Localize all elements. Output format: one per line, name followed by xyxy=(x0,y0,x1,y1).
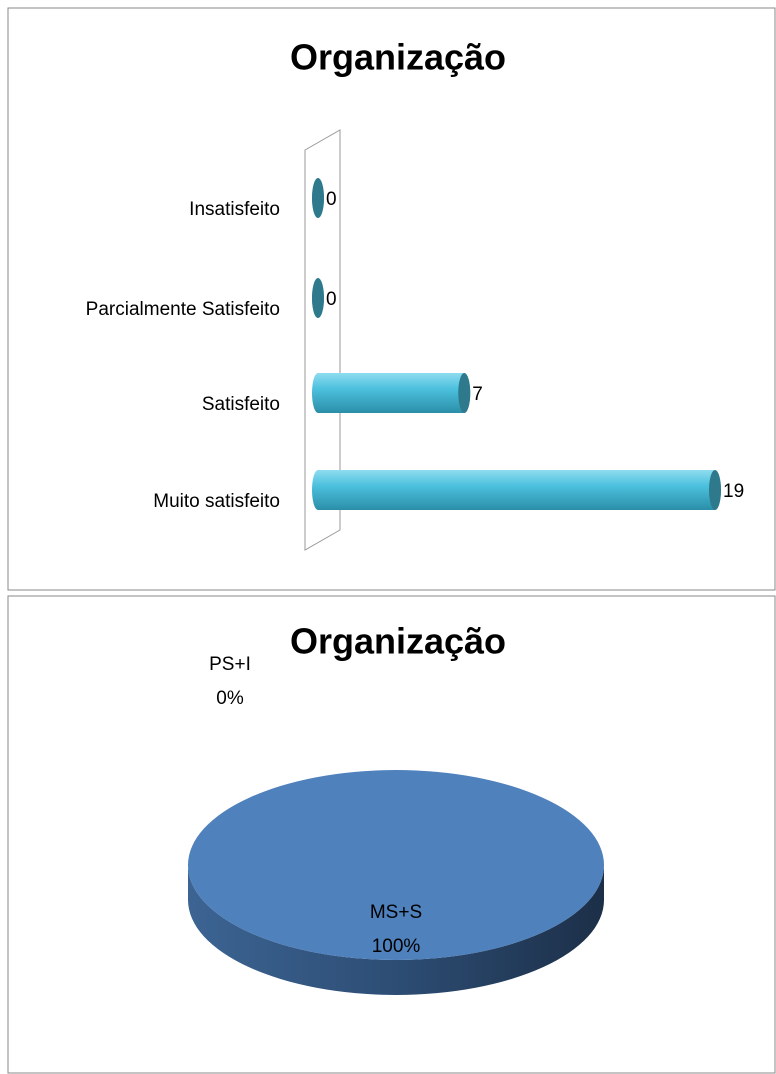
chart-title: Organização xyxy=(290,621,506,662)
bar xyxy=(312,373,471,413)
data-label: 7 xyxy=(472,384,483,405)
y-tick-label: Satisfeito xyxy=(202,394,280,415)
bar-cap xyxy=(709,470,721,510)
bar xyxy=(312,278,324,318)
y-tick-label: Muito satisfeito xyxy=(153,491,280,512)
y-tick-label: Insatisfeito xyxy=(189,199,280,220)
chart-frame xyxy=(7,7,776,591)
chart-title: Organização xyxy=(290,37,506,78)
bar-body xyxy=(312,373,471,413)
bar-cap xyxy=(312,178,324,218)
data-label: 0 xyxy=(326,289,337,310)
bar xyxy=(312,470,721,510)
pie-slice xyxy=(188,770,604,960)
bar-cap xyxy=(458,373,471,413)
pie-label: PS+I xyxy=(209,654,251,675)
back-wall xyxy=(304,129,341,551)
bar-body xyxy=(312,470,721,510)
bar-cap xyxy=(312,278,324,318)
pie-value: 100% xyxy=(372,936,421,957)
y-tick-label: Parcialmente Satisfeito xyxy=(86,299,280,320)
data-label: 0 xyxy=(326,189,337,210)
pie-label: MS+S xyxy=(370,902,422,923)
pie-side xyxy=(188,865,604,995)
bar xyxy=(312,178,324,218)
pie-value: 0% xyxy=(216,688,244,709)
chart-frame xyxy=(7,595,776,1074)
data-label: 19 xyxy=(723,481,744,502)
